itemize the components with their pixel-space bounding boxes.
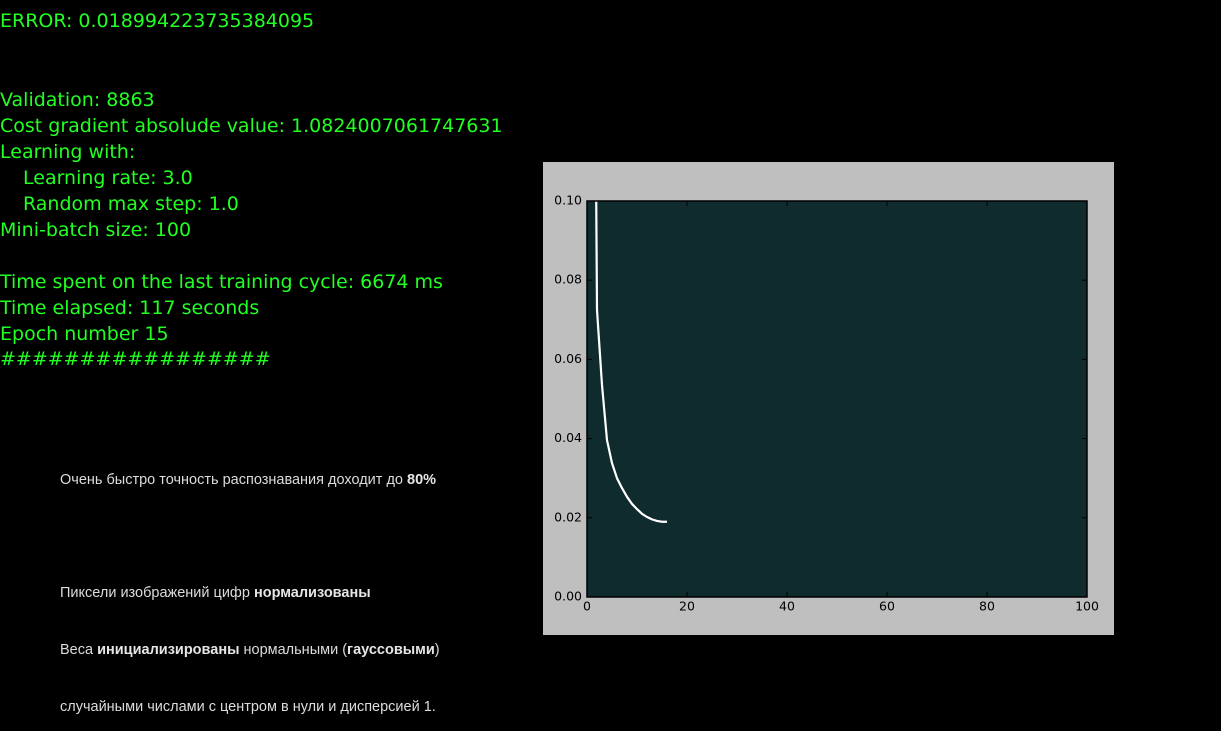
plot-frame	[586, 200, 1088, 598]
chart: 0 20 40 60 80 100 0.00 0.02 0.04 0.06 0.08 0.10	[543, 162, 1114, 635]
learning-rate-text: Learning rate: 3.0	[23, 167, 193, 189]
note-line: Очень быстро точность распознавания дохо…	[60, 471, 440, 490]
last-cycle-text: Time spent on the last training cycle: 6…	[0, 271, 443, 293]
y-tick-label: 0.08	[554, 272, 582, 287]
y-tick-label: 0.10	[554, 193, 582, 208]
y-tick-label: 0.00	[554, 589, 582, 604]
x-tick-label: 20	[679, 599, 695, 614]
error-text: ERROR: 0.018994223735384095	[0, 10, 315, 32]
plot-background	[587, 201, 1087, 597]
x-tick-label: 0	[583, 599, 591, 614]
elapsed-text: Time elapsed: 117 seconds	[0, 297, 260, 319]
note-text: Веса	[60, 642, 98, 658]
note-bold: нормализованы	[253, 585, 371, 601]
epoch-text: Epoch number 15	[0, 323, 169, 345]
note-text: Очень быстро точность распознавания дохо…	[60, 472, 408, 488]
y-tick-label: 0.04	[554, 430, 582, 445]
x-tick-label: 60	[879, 599, 895, 614]
note-text: )	[434, 642, 440, 658]
series-line	[595, 201, 667, 523]
mini-batch-text: Mini-batch size: 100	[0, 219, 192, 241]
gradient-text: Cost gradient absolude value: 1.08240070…	[0, 115, 503, 137]
notes: Очень быстро точность распознавания дохо…	[60, 433, 440, 731]
note-line: случайными числами с центром в нули и ди…	[60, 698, 440, 717]
note-line: Пиксели изображений цифр нормализованы	[60, 584, 440, 603]
validation-text: Validation: 8863	[0, 89, 155, 111]
note-bold: инициализированы	[97, 642, 240, 658]
progress-text: #################	[0, 348, 271, 370]
random-step-text: Random max step: 1.0	[23, 193, 239, 215]
note-line: Веса инициализированы нормальными (гаусс…	[60, 641, 440, 660]
learning-with-text: Learning with:	[0, 141, 136, 163]
note-text: нормальными (	[239, 642, 348, 658]
x-tick-label: 40	[779, 599, 795, 614]
note-text: Пиксели изображений цифр	[60, 585, 254, 601]
note-bold: гауссовыми	[347, 642, 435, 658]
x-tick-label: 100	[1075, 599, 1099, 614]
note-bold: 80%	[407, 472, 437, 488]
note-text: случайными числами с центром в нули и ди…	[60, 699, 436, 715]
y-tick-label: 0.02	[554, 509, 582, 524]
x-tick-label: 80	[979, 599, 995, 614]
y-tick-label: 0.06	[554, 351, 582, 366]
